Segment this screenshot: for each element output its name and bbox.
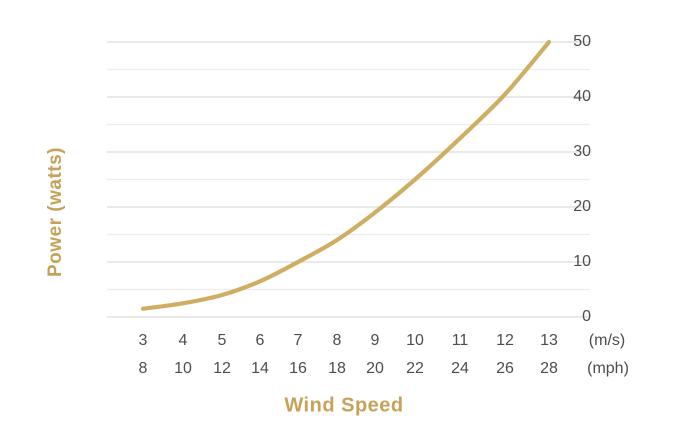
power-curve-line (140, 39, 552, 311)
x-tick-label-mph: 16 (289, 360, 307, 377)
x-tick-label-ms: 5 (217, 332, 227, 349)
x-tick-label-ms: 11 (451, 332, 469, 349)
x-tick-label-mph: 24 (451, 360, 469, 377)
x-tick-label-ms: 6 (255, 332, 265, 349)
x-tick-label-ms: 3 (138, 332, 148, 349)
x-tick-label-ms: 10 (406, 332, 424, 349)
x-tick-label-ms: 12 (496, 332, 514, 349)
x-tick-label-mph: 8 (138, 360, 148, 377)
x-axis-title: Wind Speed (284, 394, 404, 417)
x-tick-label-ms: 8 (332, 332, 342, 349)
x-tick-label-ms: 4 (178, 332, 188, 349)
x-tick-label-mph: 14 (251, 360, 269, 377)
x-tick-label-mph: 10 (174, 360, 192, 377)
gridlines (107, 41, 590, 318)
y-axis-title: Power (watts) (45, 146, 66, 278)
x-tick-label-ms: 7 (293, 332, 303, 349)
y-tick-label: 20 (573, 198, 591, 215)
x-tick-label-mph: 18 (328, 360, 346, 377)
x-tick-label-ms: 9 (370, 332, 380, 349)
x-tick-label-mph: 20 (366, 360, 384, 377)
x-tick-label-mph: 26 (496, 360, 514, 377)
x-tick-label-mph: 12 (213, 360, 231, 377)
x-axis-unit-mph: (mph) (587, 360, 629, 377)
x-axis-unit-ms: (m/s) (588, 332, 626, 349)
y-tick-label: 50 (573, 33, 591, 50)
x-tick-label-ms: 13 (540, 332, 558, 349)
y-tick-label: 10 (573, 253, 591, 270)
y-tick-label: 0 (582, 308, 591, 325)
y-tick-label: 30 (573, 143, 591, 160)
x-tick-label-mph: 28 (540, 360, 558, 377)
x-tick-label-mph: 22 (406, 360, 424, 377)
y-tick-label: 40 (573, 88, 591, 105)
